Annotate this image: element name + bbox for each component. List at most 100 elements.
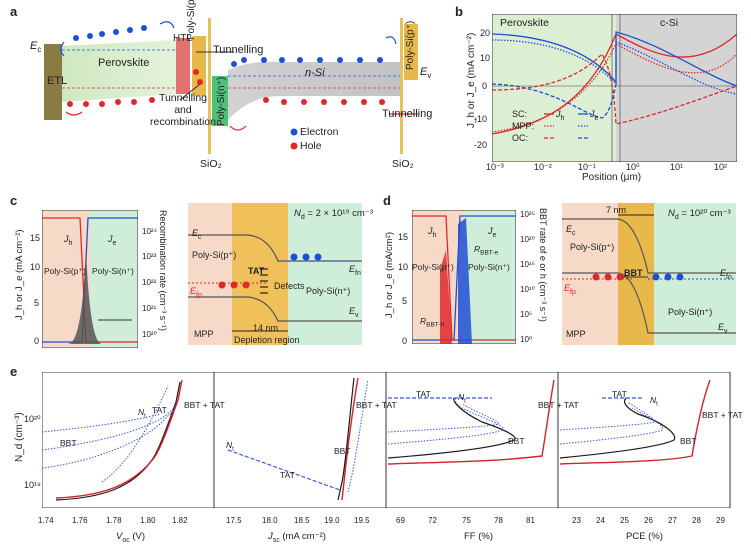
xtick-b-2: 10⁻¹: [578, 162, 596, 172]
ytick-c-0: 0: [34, 336, 40, 346]
panel-label-d: d: [383, 193, 391, 208]
pce-tick-1: 24: [596, 516, 605, 525]
pce-tick-2: 25: [620, 516, 629, 525]
efp-label-d: Efp: [564, 283, 576, 296]
poly-n-label-c2: Poly-Si(n⁺): [306, 286, 351, 296]
polysi-p-right-label: Poly-Si(p⁺): [405, 20, 416, 70]
xtick-b-0: 10⁻³: [486, 162, 504, 172]
pce-bbt-label: BBT: [680, 436, 697, 446]
poly-p-label-c: Poly-Si(p⁺): [44, 266, 86, 276]
band-zoom-d: [562, 203, 736, 345]
poly-n-label-d: Poly-Si(n⁺): [468, 262, 510, 272]
width-label-d: 7 nm: [606, 205, 627, 215]
ytick-d-r2: 10¹⁵: [520, 260, 535, 269]
poly-n-label-c: Poly-Si(n⁺): [92, 266, 134, 276]
voc-tick-3: 1.80: [140, 516, 156, 525]
polysi-n-label: Poly-Si(n⁺): [216, 76, 227, 126]
ytick-c-5: 5: [34, 298, 40, 308]
legend-oc: OC:: [512, 133, 529, 143]
legend-sc: SC:: [512, 109, 528, 119]
nd-sweep-plots-e: [42, 372, 731, 508]
tunnelling-recombination-label: Tunnelling and recombination: [150, 92, 216, 128]
pce-both-label: BBT + TAT: [702, 410, 743, 420]
ytick-c-r1: 10²³: [142, 252, 157, 261]
panel-label-a: a: [10, 4, 18, 19]
ev-label-a: Ev: [420, 66, 432, 81]
ytick-c-r2: 10²²: [142, 278, 157, 287]
xlabel-b: Position (μm): [582, 172, 642, 183]
poly-p-label-d: Poly-Si(p⁺): [412, 262, 454, 272]
panel-label-e: e: [10, 364, 18, 379]
legend-hole: Hole: [300, 140, 322, 152]
ylabel-left-d: J_h or J_e (mA/cm²): [384, 231, 395, 318]
jh-label-c: Jh: [64, 234, 73, 247]
jsc-tick-1: 18.0: [262, 516, 278, 525]
pce-tick-4: 27: [668, 516, 677, 525]
legend-jh: Jh: [556, 109, 565, 122]
sio2-right-label: SiO₂: [392, 158, 414, 170]
current-profile-b: [492, 14, 737, 162]
ff-tick-4: 81: [526, 516, 535, 525]
ytick-c-r3: 10²¹: [142, 304, 157, 313]
band-zoom-c: [188, 203, 362, 345]
ytick-d-r4: 10⁵: [520, 310, 533, 319]
legend-mpp: MPP:: [512, 121, 535, 131]
pce-tick-6: 29: [716, 516, 725, 525]
ytick-e-20: 10²⁰: [24, 414, 41, 424]
rbbt-e-label: RBBT-e: [474, 244, 499, 257]
nd-label-c: Nd = 2 × 10¹⁹ cm⁻³: [294, 208, 373, 221]
voc-tick-4: 1.82: [172, 516, 188, 525]
nd-label-d: Nd = 10²⁰ cm⁻³: [668, 208, 731, 221]
voc-nt-label: Nt: [138, 407, 146, 420]
voc-tick-0: 1.74: [38, 516, 54, 525]
ytick-b-m10: -10: [474, 114, 488, 124]
voc-xlabel: Voc (V): [116, 531, 146, 544]
jsc-tick-0: 17.5: [226, 516, 242, 525]
ytick-b-20: 20: [480, 28, 491, 38]
ff-tat-label: TAT: [416, 389, 431, 399]
ytick-d-0: 0: [402, 336, 408, 346]
xtick-b-5: 10²: [714, 162, 728, 172]
ytick-d-r1: 10²⁰: [520, 235, 535, 244]
voc-both-label: BBT + TAT: [184, 400, 225, 410]
pce-tick-3: 26: [644, 516, 653, 525]
ytick-c-r0: 10²⁴: [142, 227, 157, 236]
tat-label-c: TAT: [248, 266, 265, 276]
bbt-label-d: BBT: [624, 268, 643, 278]
jsc-both-label: BBT + TAT: [356, 400, 397, 410]
voc-tick-1: 1.76: [72, 516, 88, 525]
ff-xlabel: FF (%): [464, 531, 494, 542]
voc-bbt-label: BBT: [60, 438, 77, 448]
jsc-tick-3: 19.0: [324, 516, 340, 525]
ytick-d-15: 15: [398, 232, 409, 242]
ytick-d-r0: 10²⁵: [520, 210, 535, 219]
efn-label-c: Efn: [349, 264, 361, 277]
efp-label-c: Efp: [190, 286, 202, 299]
ff-bbt-label: BBT: [508, 436, 525, 446]
defects-label-c: Defects: [274, 281, 305, 291]
ytick-c-r4: 10²⁰: [142, 330, 157, 339]
poly-p-label-d2: Poly-Si(p⁺): [570, 242, 615, 252]
pce-tick-0: 23: [572, 516, 581, 525]
ytick-e-19: 10¹⁹: [24, 480, 41, 490]
pce-nt-label: Nt: [650, 395, 658, 408]
ylabel-left-c: J_h or J_e (mA cm⁻²): [14, 229, 25, 320]
voc-tick-2: 1.78: [106, 516, 122, 525]
tunnelling-top-label: Tunnelling: [213, 44, 264, 56]
nsi-label: n-Si: [305, 67, 325, 79]
ytick-c-15: 15: [30, 233, 41, 243]
ff-both-label: BBT + TAT: [538, 400, 579, 410]
je-label-c: Je: [108, 234, 117, 247]
voc-tat-label: TAT: [152, 405, 167, 415]
htl-label: HTL: [173, 33, 192, 44]
ytick-d-r3: 10¹⁰: [520, 285, 535, 294]
poly-n-label-d2: Poly-Si(n⁺): [668, 307, 713, 317]
region-csi-b: c-Si: [660, 17, 679, 29]
ff-nt-label: Nt: [458, 392, 466, 405]
xtick-b-3: 10⁰: [626, 162, 640, 172]
depletion-label-c: Depletion region: [234, 335, 300, 345]
efn-label-d: Efn: [720, 268, 732, 281]
width-label-c: 14 nm: [253, 323, 279, 333]
ytick-c-10: 10: [30, 262, 41, 272]
ytick-b-0: 0: [482, 81, 488, 91]
